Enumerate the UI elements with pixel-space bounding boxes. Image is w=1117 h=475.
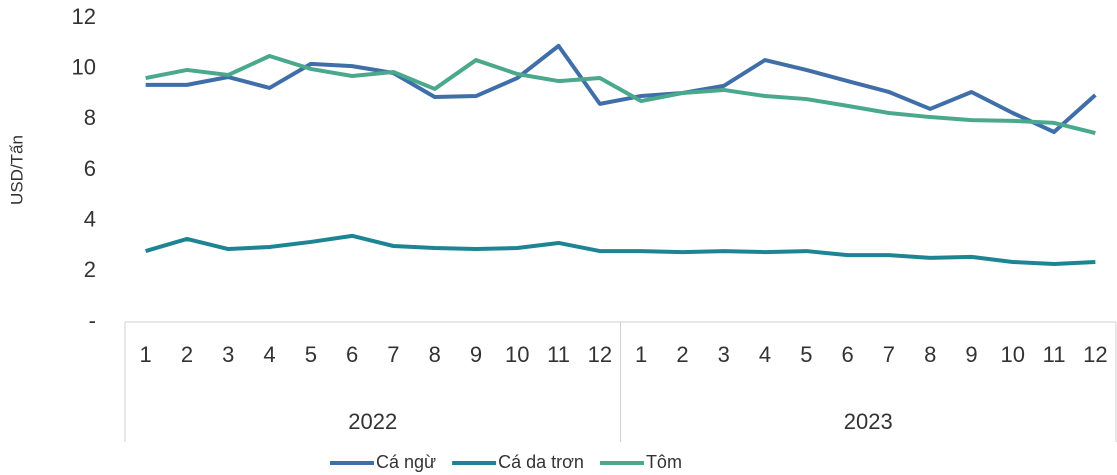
y-tick-label: 10: [72, 54, 96, 79]
legend-label: Cá da trơn: [498, 452, 584, 472]
y-tick-label: 8: [84, 105, 96, 130]
x-tick-label: 1: [635, 342, 647, 367]
x-tick-label: 3: [718, 342, 730, 367]
x-tick-label: 5: [305, 342, 317, 367]
line-series: [145, 233, 1096, 266]
y-tick-label: 2: [84, 257, 96, 282]
x-tick-label: 8: [924, 342, 936, 367]
y-tick-label: 12: [72, 4, 96, 29]
group-label: 2022: [348, 409, 397, 434]
x-tick-label: 6: [841, 342, 853, 367]
x-tick-label: 9: [470, 342, 482, 367]
x-tick-label: 11: [1043, 342, 1066, 367]
x-tick-label: 11: [547, 342, 570, 367]
line-series: [145, 54, 1096, 135]
y-tick-label: -: [89, 308, 96, 333]
x-tick-label: 8: [429, 342, 441, 367]
x-tick-label: 4: [263, 342, 275, 367]
group-label: 2023: [844, 409, 893, 434]
x-tick-label: 9: [965, 342, 977, 367]
x-tick-label: 2: [676, 342, 688, 367]
x-tick-label: 5: [800, 342, 812, 367]
x-tick-label: 3: [222, 342, 234, 367]
x-tick-label: 7: [883, 342, 895, 367]
y-tick-label: 6: [84, 156, 96, 181]
x-tick-label: 6: [346, 342, 358, 367]
y-tick-label: 4: [84, 206, 96, 231]
x-tick-label: 10: [1001, 342, 1025, 367]
legend-label: Tôm: [646, 452, 682, 472]
x-tick-label: 12: [588, 342, 612, 367]
x-tick-label: 2: [181, 342, 193, 367]
y-axis-label: USD/Tấn: [7, 135, 26, 205]
x-tick-label: 4: [759, 342, 771, 367]
x-tick-label: 10: [505, 342, 529, 367]
legend-label: Cá ngừ: [376, 452, 436, 472]
x-tick-label: 12: [1083, 342, 1107, 367]
x-tick-label: 7: [387, 342, 399, 367]
x-tick-label: 1: [140, 342, 152, 367]
